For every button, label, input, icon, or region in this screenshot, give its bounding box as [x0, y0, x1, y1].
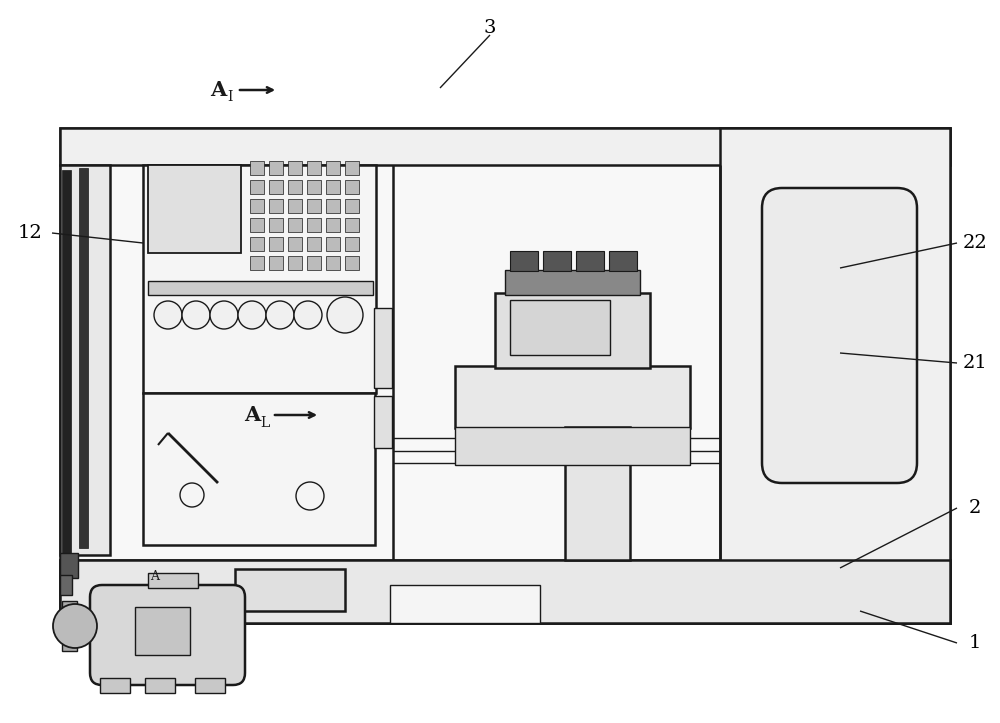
Bar [269, 161, 283, 175]
Bar [495, 293, 650, 368]
Bar [345, 256, 359, 270]
Bar [326, 237, 340, 251]
Text: 2: 2 [969, 499, 981, 517]
Bar [345, 237, 359, 251]
Text: L: L [260, 416, 270, 430]
Bar [288, 199, 302, 213]
Circle shape [238, 301, 266, 329]
Bar [307, 256, 321, 270]
Bar [390, 585, 540, 623]
Bar [148, 281, 373, 295]
Text: I: I [227, 90, 233, 104]
FancyBboxPatch shape [762, 188, 917, 483]
Bar [326, 180, 340, 194]
Bar [143, 393, 375, 545]
Bar [250, 161, 264, 175]
Bar [307, 237, 321, 251]
Bar [269, 180, 283, 194]
Bar [307, 180, 321, 194]
Text: 1: 1 [969, 634, 981, 652]
Bar [609, 251, 637, 271]
Bar [307, 161, 321, 175]
Bar [250, 199, 264, 213]
Bar [195, 678, 225, 693]
Circle shape [266, 301, 294, 329]
Circle shape [327, 297, 363, 333]
Bar [455, 427, 690, 465]
Bar [250, 180, 264, 194]
Bar [60, 575, 72, 595]
Text: A: A [244, 405, 260, 425]
Bar [250, 256, 264, 270]
Circle shape [296, 482, 324, 510]
Bar [455, 366, 690, 428]
Bar [100, 678, 130, 693]
Bar [135, 607, 190, 655]
Bar [288, 180, 302, 194]
Bar [148, 573, 198, 588]
Text: 22: 22 [963, 234, 987, 252]
Bar [510, 251, 538, 271]
Bar [60, 560, 950, 623]
Bar [143, 165, 376, 393]
Bar [510, 300, 610, 355]
Bar [148, 165, 241, 253]
Bar [543, 251, 571, 271]
Bar [288, 256, 302, 270]
Bar [269, 237, 283, 251]
Bar [62, 601, 77, 651]
Bar [326, 199, 340, 213]
Bar [60, 165, 110, 555]
Bar [60, 560, 950, 623]
Bar [505, 270, 640, 295]
Circle shape [182, 301, 210, 329]
Bar [576, 251, 604, 271]
Bar [288, 218, 302, 232]
Bar [62, 170, 71, 555]
Bar [326, 161, 340, 175]
Bar [326, 218, 340, 232]
Circle shape [210, 301, 238, 329]
Text: A: A [150, 570, 160, 583]
Bar [288, 161, 302, 175]
Circle shape [294, 301, 322, 329]
Bar [269, 256, 283, 270]
Text: 21: 21 [963, 354, 987, 372]
Bar [345, 180, 359, 194]
Bar [345, 218, 359, 232]
Bar [145, 678, 175, 693]
Text: A: A [210, 80, 226, 100]
Bar [288, 237, 302, 251]
Bar [326, 256, 340, 270]
Bar [60, 128, 950, 623]
Circle shape [180, 483, 204, 507]
Bar [269, 199, 283, 213]
Bar [720, 128, 950, 623]
FancyBboxPatch shape [90, 585, 245, 685]
Bar [250, 237, 264, 251]
Circle shape [53, 604, 97, 648]
Bar [374, 396, 392, 448]
Bar [374, 308, 392, 388]
Text: 12: 12 [18, 224, 42, 242]
Bar [307, 199, 321, 213]
Bar [345, 161, 359, 175]
Bar [269, 218, 283, 232]
Bar [307, 218, 321, 232]
Bar [345, 199, 359, 213]
Bar [235, 569, 345, 611]
Bar [565, 427, 630, 560]
Bar [60, 553, 78, 578]
Bar [60, 128, 950, 165]
Circle shape [154, 301, 182, 329]
Bar [250, 218, 264, 232]
Bar [79, 168, 88, 548]
Text: 3: 3 [484, 19, 496, 37]
